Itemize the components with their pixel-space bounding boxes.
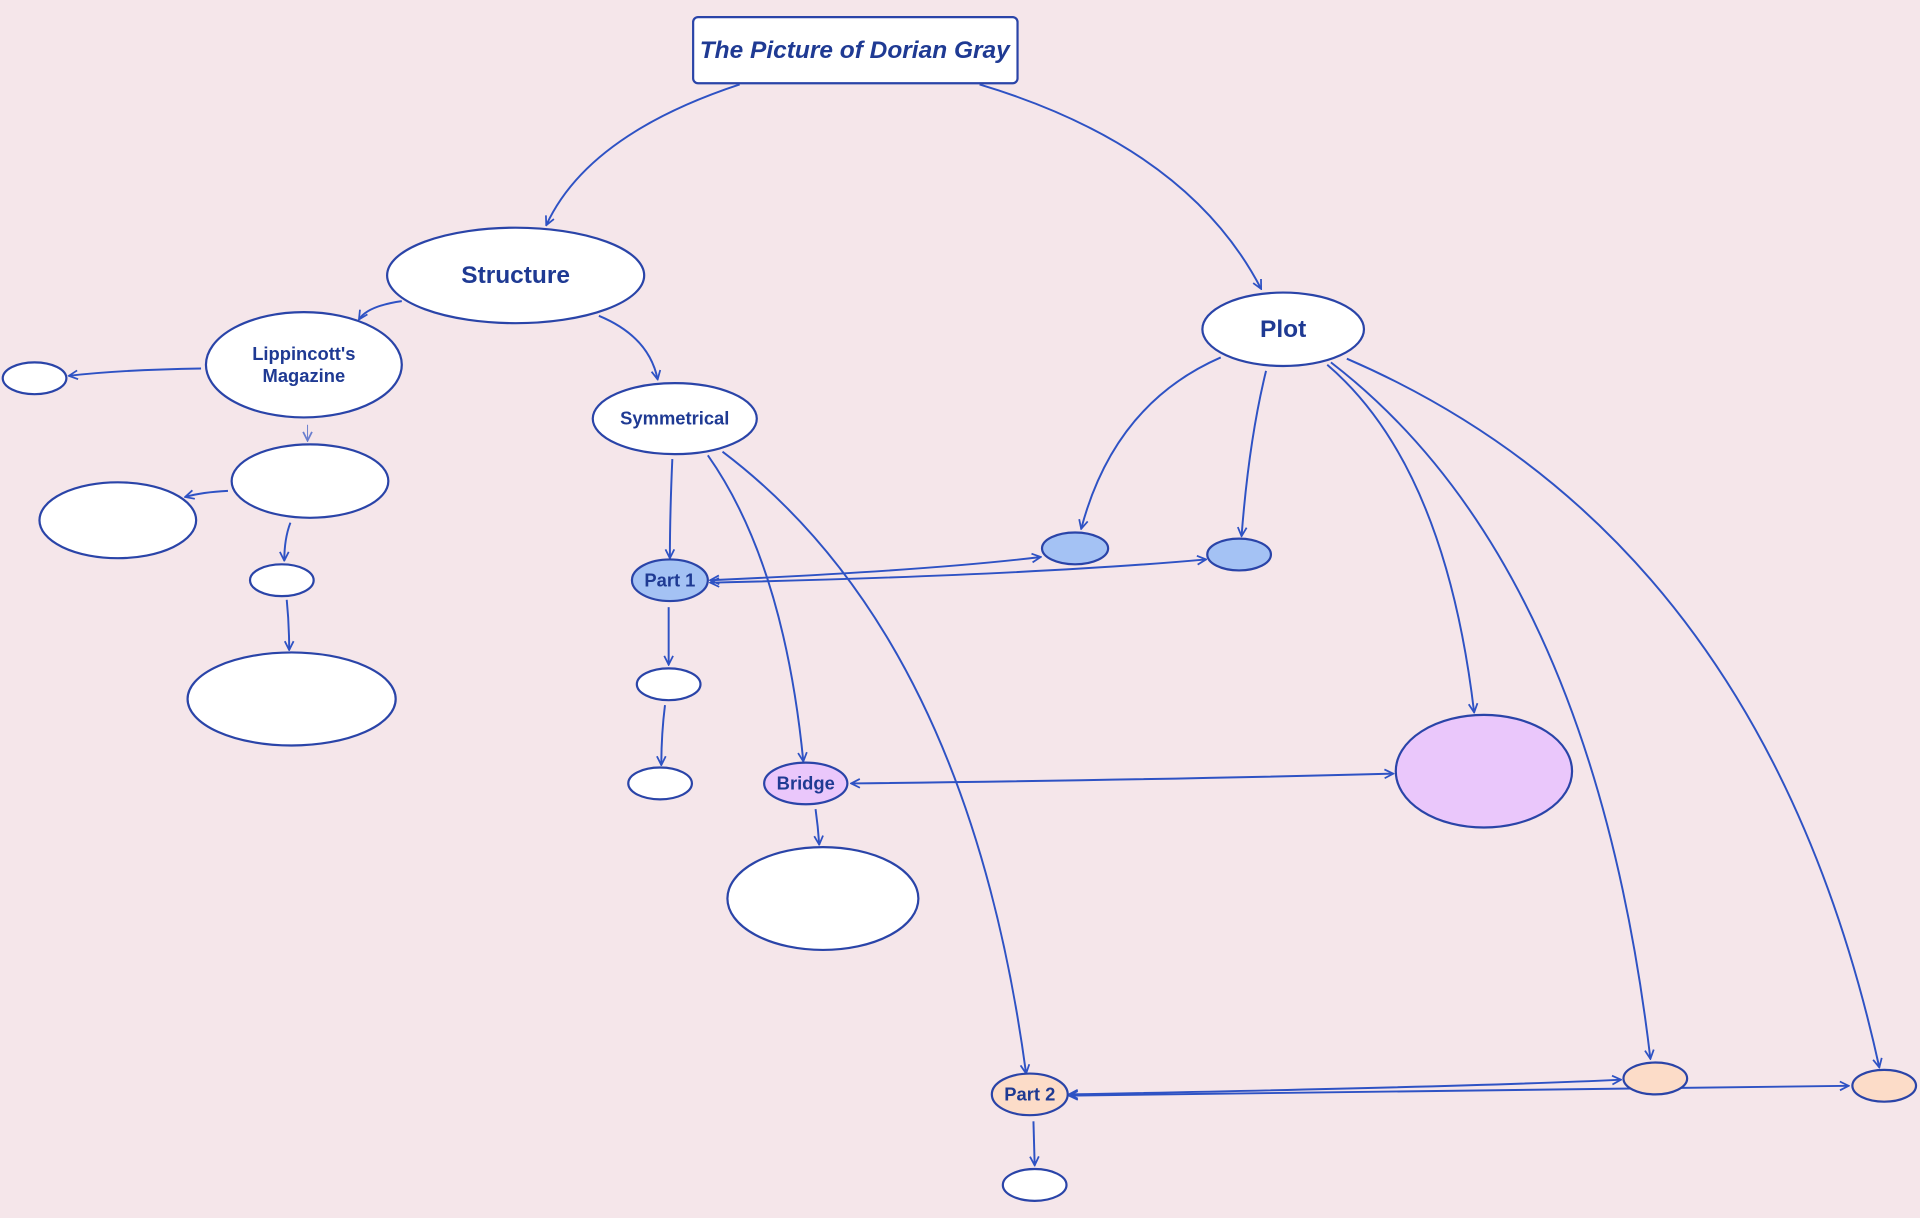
node-bridge[interactable]: Bridge — [763, 761, 849, 806]
edge-title-structure — [546, 83, 740, 225]
empty-node-blue[interactable] — [1040, 531, 1110, 566]
edge-plot-peach2 — [1346, 357, 1879, 1068]
edge-symmetrical-bridge — [707, 454, 803, 761]
edge-lippincotts-node — [69, 367, 202, 375]
empty-node[interactable] — [635, 667, 702, 702]
plot-label: Plot — [1260, 316, 1306, 343]
edge-bridge-lavender — [851, 774, 1393, 784]
edge-plot-blue2 — [1242, 370, 1267, 536]
empty-node[interactable] — [1001, 1167, 1068, 1202]
node-lippincotts-magazine[interactable]: Lippincott's Magazine — [204, 311, 403, 419]
edge-bridge-node — [816, 809, 820, 844]
empty-node-blue[interactable] — [1206, 537, 1273, 572]
bridge-label: Bridge — [777, 773, 835, 794]
edge-node4-node5 — [287, 599, 289, 650]
edge-title-plot — [979, 83, 1262, 288]
edge-plot-blue1 — [1081, 356, 1222, 528]
edge-part1-blue1 — [710, 557, 1041, 580]
edge-part1-blue2 — [710, 559, 1206, 582]
node-structure[interactable]: Structure — [386, 226, 646, 325]
edge-node2-node4 — [284, 522, 292, 561]
empty-node-peach[interactable] — [1851, 1068, 1918, 1103]
edges — [69, 83, 1879, 1165]
edge-part2-peach2 — [1069, 1086, 1849, 1096]
edge-symmetrical-part1 — [670, 459, 672, 558]
empty-node[interactable] — [627, 766, 694, 801]
edge-structure-symmetrical — [598, 314, 658, 380]
edge-node2-node3 — [185, 491, 229, 497]
edge-plot-lavender — [1326, 364, 1474, 713]
empty-node[interactable] — [248, 563, 315, 598]
empty-node[interactable] — [1, 361, 68, 396]
node-part1[interactable]: Part 1 — [630, 558, 709, 603]
empty-node-peach[interactable] — [1622, 1061, 1689, 1096]
title-text: The Picture of Dorian Gray — [700, 37, 1011, 64]
empty-node[interactable] — [230, 443, 390, 519]
magazine-label: Magazine — [263, 365, 346, 386]
symmetrical-label: Symmetrical — [620, 408, 729, 429]
edge-symmetrical-part2 — [721, 450, 1027, 1074]
edge-part2-node — [1033, 1121, 1034, 1165]
empty-node-lavender[interactable] — [1394, 713, 1574, 829]
nodes: The Picture of Dorian Gray Structure Plo… — [1, 16, 1918, 1202]
node-part2[interactable]: Part 2 — [990, 1072, 1069, 1117]
lippincotts-label: Lippincott's — [252, 343, 355, 364]
edge-node-node — [661, 704, 665, 765]
title-node[interactable]: The Picture of Dorian Gray — [692, 16, 1019, 85]
edge-plot-peach1 — [1330, 361, 1650, 1059]
edge-structure-lippincotts — [359, 300, 402, 319]
node-symmetrical[interactable]: Symmetrical — [591, 382, 758, 456]
part1-label: Part 1 — [644, 569, 695, 590]
empty-node[interactable] — [38, 481, 198, 560]
empty-node[interactable] — [186, 651, 397, 747]
node-plot[interactable]: Plot — [1201, 291, 1366, 368]
empty-node[interactable] — [726, 845, 920, 952]
structure-label: Structure — [461, 262, 570, 289]
part2-label: Part 2 — [1004, 1083, 1055, 1104]
